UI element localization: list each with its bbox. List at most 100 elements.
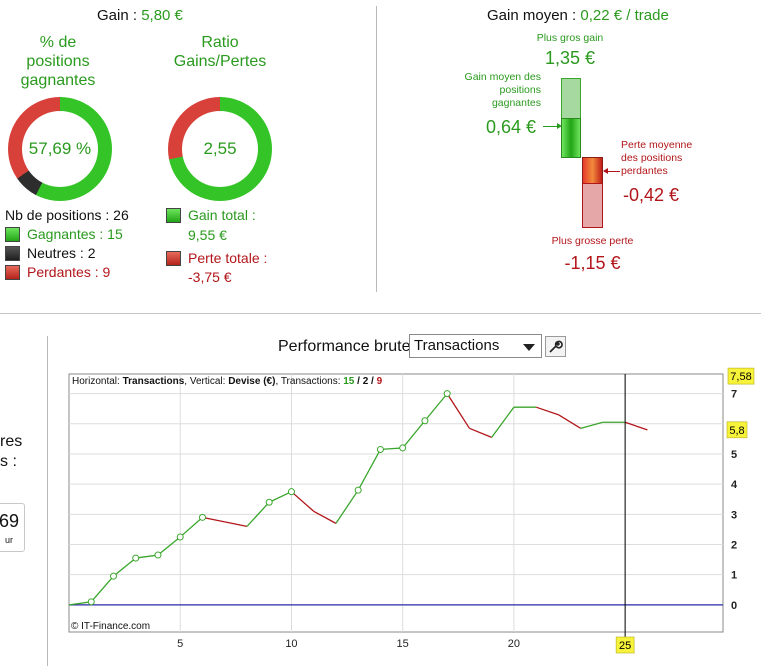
equity-segment <box>580 421 604 429</box>
avg-loss-arrowhead-icon <box>603 168 608 174</box>
y-tick-label: 2 <box>731 539 737 551</box>
avg-gain-arrow-icon <box>543 126 559 127</box>
equity-segment <box>246 501 270 527</box>
equity-segment <box>624 421 648 431</box>
last-value-badge: 5,8 <box>729 425 744 437</box>
gain-loss-ratio-donut: 2,55 <box>168 97 272 201</box>
info-horizontal: Transactions <box>122 376 185 387</box>
wrench-settings-button[interactable] <box>545 336 566 357</box>
x-tick-label: 5 <box>177 638 183 650</box>
x-tick-label: 20 <box>508 638 520 650</box>
total-gain-swatch <box>166 208 181 223</box>
trade-point[interactable] <box>176 533 184 541</box>
winning-positions-donut: 57,69 % <box>8 97 112 201</box>
max-value-badge-bg <box>727 367 755 385</box>
trade-point[interactable] <box>154 551 162 559</box>
y-tick-label: 4 <box>731 479 738 491</box>
trade-point[interactable] <box>421 417 429 425</box>
avg-gain-per-trade: 0,22 € / trade <box>580 7 669 24</box>
avg-losing-value: -0,42 € <box>623 185 680 205</box>
transactions-select[interactable]: Transactions <box>409 334 542 358</box>
equity-segment <box>446 393 470 429</box>
total-gain-label: Gain total : <box>188 207 256 223</box>
info-prefix: Horizontal: <box>72 376 123 387</box>
equity-segment <box>135 554 159 559</box>
info-wins: 15 <box>343 376 355 387</box>
left-partial-box-sub: ur <box>4 535 13 545</box>
transactions-select-value: Transactions <box>414 337 500 354</box>
equity-segment <box>558 414 581 429</box>
trade-point[interactable] <box>376 445 384 453</box>
winners-count: Gagnantes : 15 <box>27 226 123 242</box>
max-loss-bar <box>582 183 603 228</box>
trade-point[interactable] <box>132 554 140 562</box>
equity-segment <box>313 510 337 524</box>
total-loss-swatch <box>166 251 181 266</box>
losers-legend-swatch <box>5 265 20 280</box>
equity-segment <box>202 516 225 523</box>
y-tick-label: 5 <box>731 449 737 461</box>
equity-segment <box>380 447 403 451</box>
total-gain-value: 9,55 € <box>188 227 227 243</box>
info-mid: , Vertical: <box>184 376 229 387</box>
y-tick-label: 0 <box>731 600 737 612</box>
max-loss-value: -1,15 € <box>564 253 621 273</box>
trade-point[interactable] <box>354 486 362 494</box>
equity-segment <box>357 449 381 491</box>
equity-segment <box>335 489 359 524</box>
info-losses: 9 <box>376 376 383 387</box>
trade-point[interactable] <box>399 444 407 452</box>
avg-loss-arrow-icon <box>604 171 620 172</box>
ratio-value: 2,55 <box>182 111 258 187</box>
max-loss-label: Plus grosse perte <box>551 235 634 247</box>
chevron-down-icon <box>523 344 535 351</box>
chart-info-line: Horizontal: Transactions, Vertical: Devi… <box>72 376 382 387</box>
info-transactions: , Transactions: <box>275 376 344 387</box>
gain-label: Gain : <box>97 7 142 24</box>
losers-count: Perdantes : 9 <box>27 264 111 280</box>
trade-point[interactable] <box>87 598 95 606</box>
winning-pct-value: 57,69 % <box>22 111 98 187</box>
equity-segment <box>113 557 137 577</box>
equity-segment <box>291 491 315 512</box>
cursor-x-badge: 25 <box>619 640 631 652</box>
equity-segment <box>90 575 114 603</box>
y-tick-label: 7 <box>731 389 737 401</box>
trade-point[interactable] <box>109 572 117 580</box>
left-partial-text-1: res <box>0 433 23 450</box>
avg-losing-label: Perte moyenne des positions perdantes <box>621 139 693 177</box>
equity-segment <box>268 491 292 503</box>
avg-gain-header: Gain moyen : 0,22 € / trade <box>487 7 669 24</box>
max-gain-label: Plus gros gain <box>536 32 604 44</box>
top-panel-divider <box>376 6 377 292</box>
total-loss-value: -3,75 € <box>188 269 232 285</box>
plot-area <box>68 373 724 633</box>
info-vertical: Devise (€) <box>228 376 276 387</box>
ratio-title: Ratio Gains/Pertes <box>173 34 267 70</box>
avg-gain-label: Gain moyen : <box>487 7 581 24</box>
gain-summary: Gain : 5,80 € <box>97 7 183 24</box>
trade-point[interactable] <box>287 488 295 496</box>
winners-legend-swatch <box>5 227 20 242</box>
avg-gain-arrowhead-icon <box>557 123 562 129</box>
cursor-x-badge-bg <box>615 636 635 654</box>
info-neutrals: 2 <box>362 376 369 387</box>
equity-segment <box>68 601 92 606</box>
x-tick-label: 15 <box>397 638 409 650</box>
info-sep-1: / <box>354 376 363 387</box>
trade-point[interactable] <box>443 390 451 398</box>
equity-segment <box>469 427 492 438</box>
last-value-badge-bg <box>726 421 748 439</box>
trade-point[interactable] <box>265 498 273 506</box>
equity-segment <box>402 420 426 449</box>
max-gain-value: 1,35 € <box>544 48 596 68</box>
avg-gain-bar <box>561 118 581 158</box>
equity-segment <box>491 406 515 438</box>
x-tick-label: 10 <box>285 638 297 650</box>
trade-point[interactable] <box>198 513 206 521</box>
neutrals-legend-swatch <box>5 246 20 261</box>
max-value-badge: 7,58 <box>730 371 751 383</box>
y-tick-label: 1 <box>731 570 737 582</box>
wrench-icon <box>549 340 563 353</box>
